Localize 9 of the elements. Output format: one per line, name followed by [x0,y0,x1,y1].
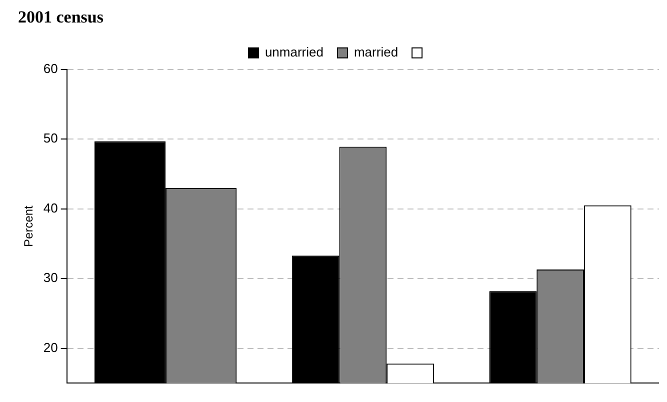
y-tick-label: 20 [43,340,58,355]
chart-title: 2001 census [18,8,104,27]
y-tick-label: 40 [43,200,58,216]
legend-label: married [354,44,398,60]
y-tick-label: 50 [43,130,58,146]
y-tick-label: 60 [43,60,58,76]
y-axis-title: Percent [22,204,36,247]
y-tick-label: 30 [43,270,58,286]
legend-label: unmarried [264,44,324,60]
